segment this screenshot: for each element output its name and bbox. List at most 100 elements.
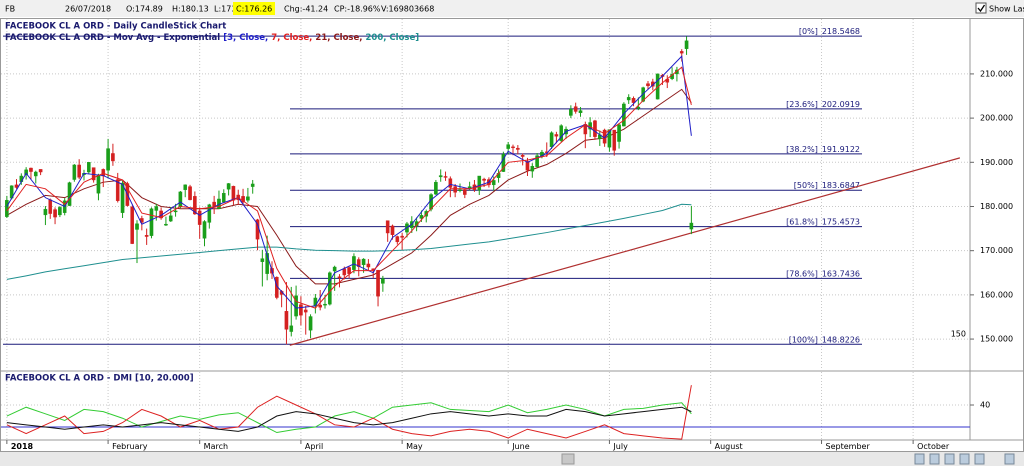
change: Chg:-41.24 (284, 5, 328, 14)
candle-body (48, 199, 53, 214)
candle-body (120, 182, 125, 213)
x-tick-label: August (715, 442, 743, 451)
trendline (289, 157, 961, 346)
fib-label: [61.8%] 175.4573 (786, 217, 860, 226)
candle-body (106, 148, 110, 171)
fib-level: [38.2%] (786, 144, 818, 153)
candle-body (438, 175, 443, 178)
date: 26/07/2018 (65, 5, 111, 14)
fib-value: 202.0919 (822, 99, 860, 108)
ma-legend-title: FACEBOOK CL A ORD - Mov Avg - Exponentia… (5, 33, 220, 43)
candle-body (193, 196, 197, 215)
candle-body (520, 155, 525, 157)
candle-body (323, 303, 327, 306)
candle-body (135, 223, 139, 230)
candle-body (530, 166, 535, 172)
candle-body (289, 325, 294, 332)
plot-layer: 2018 February March April May June July August S… (1, 19, 1013, 451)
candle-body (646, 83, 650, 87)
candle-body (14, 184, 19, 188)
series-line (6, 402, 692, 434)
candle-body (684, 40, 689, 49)
candle-body (332, 266, 337, 272)
show-last[interactable]: Show Last (989, 5, 1024, 14)
series-line (6, 66, 692, 309)
scrollbar[interactable] (0, 452, 1024, 466)
candle-body (226, 183, 231, 190)
candle-body (260, 258, 265, 262)
chart-frame (0, 18, 1024, 452)
zoom-button[interactable] (959, 453, 970, 465)
zoom-button[interactable] (914, 453, 925, 465)
fib-value: 191.9122 (822, 144, 860, 153)
candle-body (535, 155, 539, 167)
candle-body (626, 97, 631, 101)
legend-entry: 21, Close, (315, 33, 362, 43)
fib-label: [23.6%] 202.0919 (786, 99, 860, 108)
candle-body (578, 110, 583, 114)
candle-body (149, 208, 154, 236)
candle-body (284, 311, 289, 330)
candle-body (221, 193, 226, 203)
candle-body (154, 206, 159, 211)
zoom-button[interactable] (974, 453, 985, 465)
fib-value: 183.6847 (822, 181, 860, 190)
x-tick-label: May (406, 442, 423, 451)
y-tick-label: 170.000 (980, 246, 1013, 255)
change-pct: CP:-18.96% (334, 5, 381, 14)
fib-label: [0%] 218.5468 (799, 27, 860, 36)
candle-body (463, 189, 467, 195)
candle-body (231, 185, 236, 201)
candle-body (361, 258, 366, 266)
fib-level: [0%] (799, 27, 818, 36)
zoom-button[interactable] (944, 453, 955, 465)
candle-body (265, 253, 269, 274)
candle-body (24, 169, 28, 175)
x-tick-label: October (917, 442, 950, 451)
candle-body (573, 106, 578, 112)
fib-level: [23.6%] (786, 99, 818, 108)
zoom-button[interactable] (1004, 453, 1015, 465)
fib-label: [100%] 148.8226 (789, 335, 860, 344)
candle-body (87, 162, 91, 173)
scroll-thumb[interactable] (561, 453, 575, 465)
series-line (6, 406, 692, 432)
y-tick-label: 210.000 (980, 69, 1013, 78)
candle-body (328, 272, 332, 305)
candle-body (246, 196, 250, 201)
x-tick-label: April (305, 442, 323, 451)
candle-body (516, 147, 520, 150)
fib-value: 148.8226 (822, 335, 860, 344)
candle-body (67, 182, 72, 206)
candle-body (115, 179, 120, 201)
zoom-button[interactable] (929, 453, 940, 465)
legend-entry: [3, Close, (223, 33, 268, 43)
candle-body (569, 109, 573, 116)
fib-label: [38.2%] 191.9122 (786, 144, 860, 153)
candle-body (337, 276, 342, 278)
candle-body (559, 125, 564, 141)
candle-body (501, 154, 506, 172)
show-last-checkbox[interactable] (975, 2, 987, 14)
low: L:173.75 (214, 5, 249, 14)
candle-body (197, 210, 202, 225)
candle-body (33, 171, 38, 177)
series-line (6, 385, 692, 440)
candle-body (130, 206, 134, 244)
fib-label: [50%] 183.6847 (794, 181, 860, 190)
x-tick-label: February (112, 442, 148, 451)
candle-body (111, 153, 115, 162)
candle-body (400, 235, 404, 238)
candle-body (241, 196, 245, 203)
y-tick-label: 180.000 (980, 202, 1013, 211)
candle-body (299, 304, 303, 316)
candle-body (434, 181, 438, 195)
candle-body (617, 124, 621, 142)
candle-body (164, 223, 168, 226)
check (977, 4, 986, 13)
candle-body (207, 204, 212, 223)
fib-value: 175.4573 (822, 217, 860, 226)
candle-body (366, 263, 371, 268)
